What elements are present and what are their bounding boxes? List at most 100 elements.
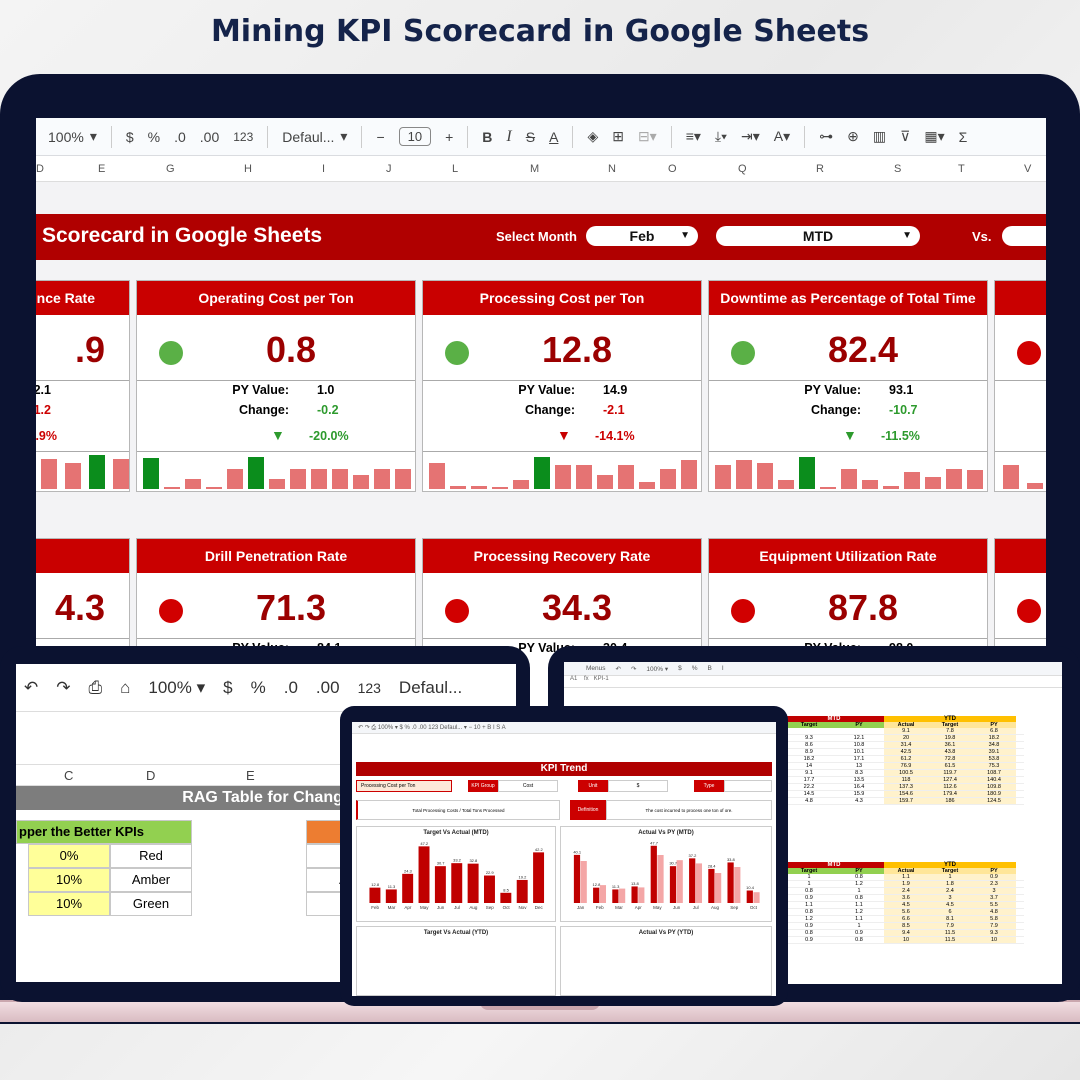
more-formats-button[interactable]: 123 [233,129,254,144]
table-cell[interactable]: 8.5 [884,923,928,929]
column-header[interactable]: E [246,768,255,783]
undo-icon[interactable]: ↶ [24,677,39,697]
wrap-icon[interactable]: ⇥▾ [741,128,760,144]
table-cell[interactable]: 0.8 [784,909,834,915]
table-cell[interactable]: 9.1 [784,770,834,776]
table-cell[interactable]: 1 [834,923,884,929]
rag-status-cell[interactable]: Green [110,892,192,916]
table-cell[interactable]: 75.3 [972,763,1016,769]
table-cell[interactable]: 7.8 [928,728,972,734]
table-cell[interactable]: 3 [928,895,972,901]
decrease-font-icon[interactable]: − [376,128,385,145]
text-color-icon[interactable]: A [549,128,559,145]
filter-icon[interactable]: ⊽ [900,128,911,144]
currency-button[interactable]: $ [125,128,134,145]
table-cell[interactable]: 11.5 [928,930,972,936]
table-cell[interactable]: 137.3 [884,784,928,790]
table-cell[interactable]: 0.8 [784,930,834,936]
zoom-select[interactable]: 100% ▾ [148,677,206,697]
table-cell[interactable]: 7.9 [928,923,972,929]
table-cell[interactable]: 1.1 [834,916,884,922]
table-cell[interactable]: 76.9 [884,763,928,769]
chart-icon[interactable]: ▥ [872,128,887,144]
table-cell[interactable]: 118 [884,777,928,783]
table-cell[interactable]: 2.4 [884,888,928,894]
increase-decimal-button[interactable]: .00 [315,677,340,697]
table-cell[interactable]: 15.9 [834,791,884,797]
table-cell[interactable]: 1 [784,881,834,887]
table-cell[interactable]: 127.4 [928,777,972,783]
table-cell[interactable]: 1 [928,874,972,880]
table-cell[interactable]: 2.3 [972,881,1016,887]
table-cell[interactable]: 10.1 [834,749,884,755]
column-header[interactable]: C [64,768,74,783]
table-cell[interactable]: 1.1 [784,902,834,908]
redo-icon[interactable]: ↷ [630,665,637,673]
table-cell[interactable]: 11.5 [928,937,972,943]
table-cell[interactable]: 9.1 [884,728,928,734]
table-cell[interactable]: 17.1 [834,756,884,762]
link-icon[interactable]: ⊶ [819,128,834,144]
column-header[interactable]: D [36,163,44,175]
table-cell[interactable]: 119.7 [928,770,972,776]
column-header[interactable]: E [98,163,106,175]
valign-icon[interactable]: ⤓▾ [714,128,727,144]
column-header[interactable]: G [166,163,175,175]
table-cell[interactable]: 8.6 [784,742,834,748]
rag-pct-cell[interactable]: 0% [28,844,110,868]
table-cell[interactable]: 0.9 [972,874,1016,880]
table-cell[interactable]: 100.5 [884,770,928,776]
rag-pct-cell[interactable]: 10% [28,868,110,892]
table-cell[interactable]: 4.8 [784,798,834,804]
table-cell[interactable]: 31.4 [884,742,928,748]
table-cell[interactable]: 10 [972,937,1016,943]
bold-icon[interactable]: B [482,128,493,145]
bold-icon[interactable]: B [707,665,712,672]
table-cell[interactable]: 159.7 [884,798,928,804]
table-cell[interactable]: 1.9 [884,881,928,887]
table-cell[interactable]: 5.6 [884,909,928,915]
table-cell[interactable]: 0.8 [834,874,884,880]
column-header[interactable]: Q [738,163,747,175]
column-header[interactable]: D [146,768,156,783]
column-header[interactable]: L [452,163,459,175]
table-cell[interactable]: 19.8 [928,735,972,741]
table-cell[interactable]: 3.7 [972,895,1016,901]
table-cell[interactable]: 4.8 [972,909,1016,915]
table-cell[interactable]: 18.2 [784,756,834,762]
print-icon[interactable]: ⎙ [88,677,103,697]
decrease-decimal-button[interactable]: .0 [174,128,186,145]
table-cell[interactable]: 140.4 [972,777,1016,783]
table-cell[interactable]: 53.8 [972,756,1016,762]
italic-icon[interactable]: I [506,127,512,145]
table-cell[interactable]: 61.2 [884,756,928,762]
table-cell[interactable]: 112.6 [928,784,972,790]
table-cell[interactable]: 0.9 [784,895,834,901]
table-cell[interactable]: 1 [834,888,884,894]
table-cell[interactable]: 9.4 [884,930,928,936]
table-cell[interactable]: 4.5 [884,902,928,908]
table-cell[interactable]: 12.1 [834,735,884,741]
currency-button[interactable]: $ [223,677,233,697]
table-cell[interactable]: 1.2 [834,881,884,887]
table-cell[interactable]: 14 [784,763,834,769]
table-cell[interactable] [784,728,834,734]
column-header[interactable]: I [322,163,326,175]
italic-icon[interactable]: I [721,665,724,672]
currency-button[interactable]: $ [678,665,682,672]
undo-icon[interactable]: ↶ [615,665,621,673]
formula-bar[interactable]: A1 fx KPI-1 [564,676,1062,688]
table-cell[interactable]: 22.2 [784,784,834,790]
more-formats-button[interactable]: 123 [357,679,381,696]
decrease-decimal-button[interactable]: .0 [283,677,298,697]
column-header[interactable]: O [668,163,677,175]
column-header[interactable]: R [816,163,824,175]
table-cell[interactable]: 4.3 [834,798,884,804]
column-header[interactable]: H [244,163,252,175]
menus-button[interactable]: Menus [586,665,606,672]
table-cell[interactable]: 1.2 [784,916,834,922]
table-cell[interactable]: 186 [928,798,972,804]
percent-button[interactable]: % [250,677,266,697]
merge-cells-icon[interactable]: ⊟▾ [637,128,657,144]
table-cell[interactable]: 17.7 [784,777,834,783]
